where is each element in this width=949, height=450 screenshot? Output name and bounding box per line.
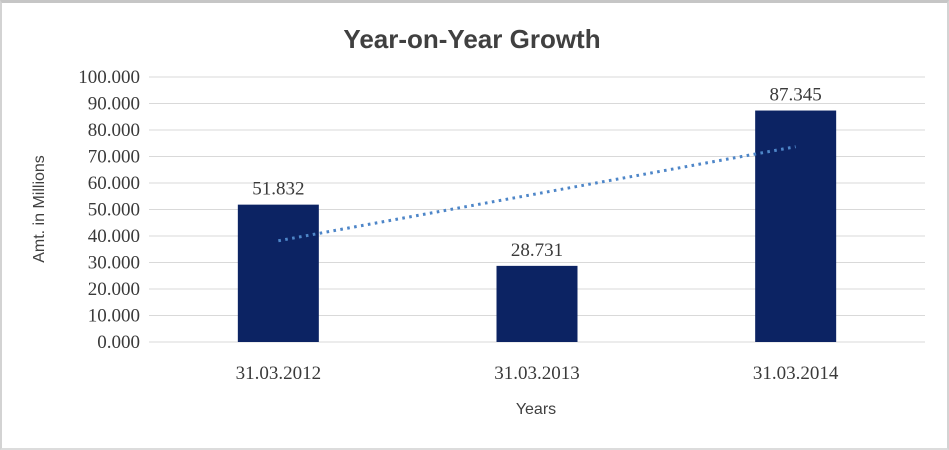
x-axis-title: Years bbox=[516, 401, 556, 418]
bar bbox=[755, 110, 837, 342]
bar-layer bbox=[237, 110, 837, 342]
chart-title: Year-on-Year Growth bbox=[343, 24, 600, 54]
y-tick-label: 70.000 bbox=[88, 147, 140, 168]
trendline bbox=[278, 145, 796, 243]
y-tick-label: 40.000 bbox=[88, 226, 140, 247]
y-tick-label: 50.000 bbox=[88, 200, 140, 221]
bar-value-label: 87.345 bbox=[770, 85, 822, 106]
x-tick-label: 31.03.2014 bbox=[753, 363, 839, 384]
label-layer: 0.000 10.000 20.000 30.000 40.000 50.000 60.00… bbox=[78, 67, 839, 384]
y-tick-label: 0.000 bbox=[97, 332, 140, 353]
bar bbox=[496, 265, 578, 342]
y-tick-label: 100.000 bbox=[78, 67, 140, 88]
x-tick-label: 31.03.2012 bbox=[236, 363, 322, 384]
bar bbox=[237, 204, 319, 342]
y-axis-title: Amt. in Millions bbox=[31, 155, 48, 263]
bar-value-label: 28.731 bbox=[511, 240, 563, 261]
y-tick-label: 30.000 bbox=[88, 253, 140, 274]
bar-value-label: 51.832 bbox=[252, 179, 304, 200]
y-tick-label: 90.000 bbox=[88, 94, 140, 115]
y-tick-label: 20.000 bbox=[88, 279, 140, 300]
y-tick-label: 60.000 bbox=[88, 173, 140, 194]
y-tick-label: 10.000 bbox=[88, 306, 140, 327]
y-tick-label: 80.000 bbox=[88, 120, 140, 141]
trendline-layer bbox=[278, 145, 796, 243]
x-tick-label: 31.03.2013 bbox=[494, 363, 580, 384]
